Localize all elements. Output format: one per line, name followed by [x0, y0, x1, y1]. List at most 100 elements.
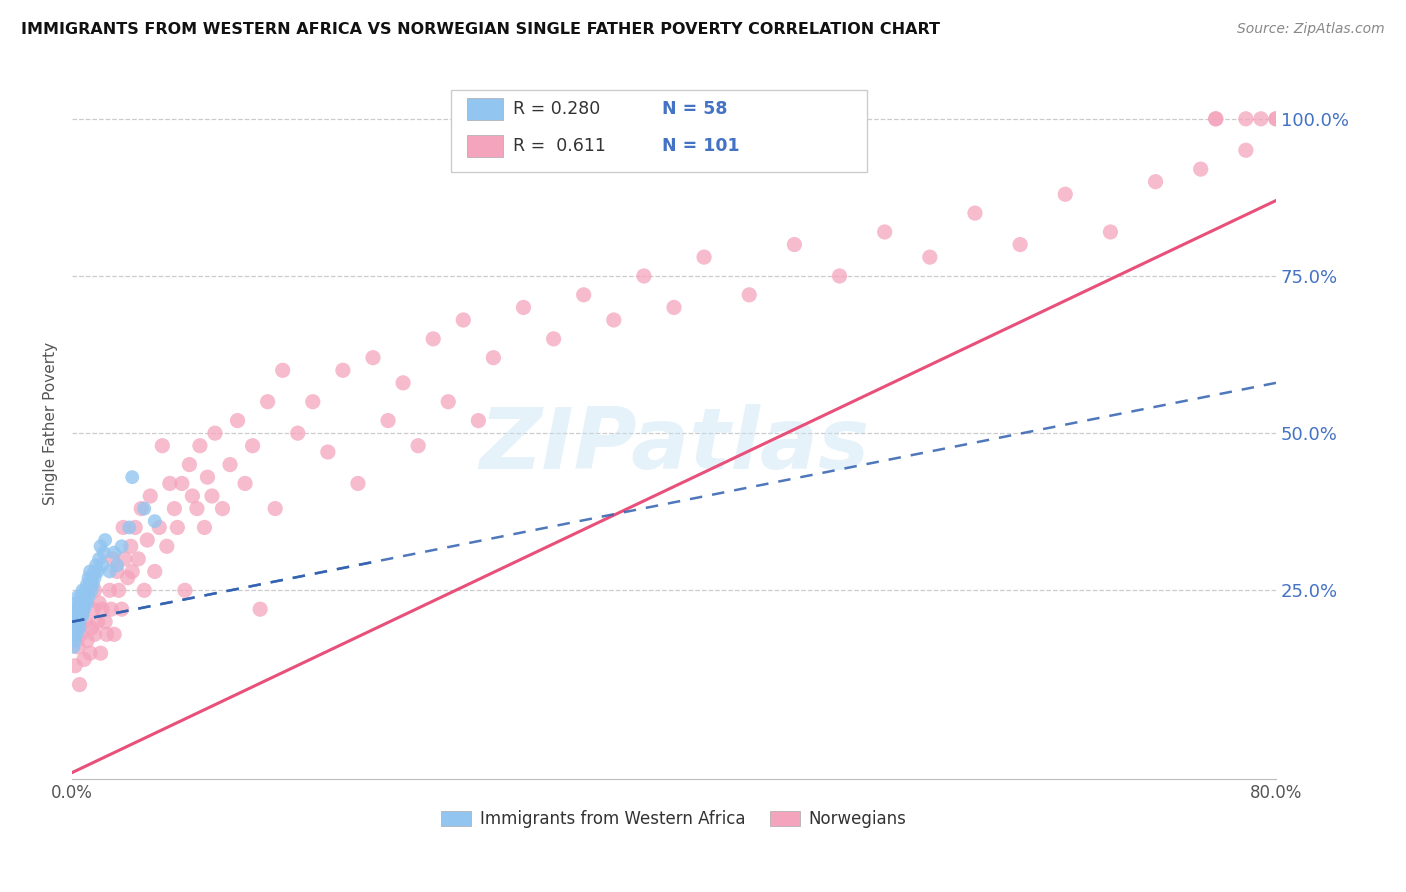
- Point: [87, 596, 110, 610]
- Point: [129, 501, 152, 516]
- FancyBboxPatch shape: [467, 136, 503, 157]
- Point: [76, 577, 98, 591]
- Point: [1010, 237, 1032, 252]
- Point: [69, 602, 91, 616]
- Point: [963, 206, 986, 220]
- Point: [136, 533, 159, 547]
- Point: [66, 615, 89, 629]
- Point: [572, 288, 595, 302]
- Point: [69, 678, 91, 692]
- Point: [143, 514, 166, 528]
- Legend: Immigrants from Western Africa, Norwegians: Immigrants from Western Africa, Norwegia…: [434, 803, 912, 835]
- Point: [93, 546, 115, 560]
- Point: [188, 439, 211, 453]
- Point: [77, 590, 100, 604]
- Point: [100, 602, 122, 616]
- Point: [201, 489, 224, 503]
- Point: [738, 288, 761, 302]
- Point: [783, 237, 806, 252]
- Point: [1250, 112, 1272, 126]
- Point: [91, 558, 114, 573]
- Point: [150, 439, 173, 453]
- FancyBboxPatch shape: [451, 90, 866, 171]
- Point: [159, 476, 181, 491]
- Point: [80, 621, 103, 635]
- Point: [79, 577, 101, 591]
- Point: [70, 590, 93, 604]
- Point: [603, 313, 626, 327]
- Point: [76, 596, 98, 610]
- Point: [347, 476, 370, 491]
- Point: [173, 583, 195, 598]
- Point: [197, 470, 219, 484]
- Point: [73, 602, 96, 616]
- Point: [264, 501, 287, 516]
- Point: [80, 571, 103, 585]
- Text: R =  0.611: R = 0.611: [513, 137, 606, 155]
- Point: [65, 621, 87, 635]
- Point: [94, 615, 117, 629]
- Point: [633, 268, 655, 283]
- Point: [1054, 187, 1077, 202]
- Point: [62, 615, 84, 629]
- Text: ZIPatlas: ZIPatlas: [479, 403, 869, 486]
- Point: [377, 413, 399, 427]
- Point: [79, 646, 101, 660]
- Point: [65, 615, 87, 629]
- Point: [1099, 225, 1122, 239]
- Text: R = 0.280: R = 0.280: [513, 100, 600, 118]
- Point: [233, 476, 256, 491]
- Point: [83, 565, 105, 579]
- Point: [75, 615, 97, 629]
- Point: [156, 539, 179, 553]
- Point: [482, 351, 505, 365]
- Point: [193, 520, 215, 534]
- Point: [1205, 112, 1227, 126]
- Point: [76, 583, 98, 598]
- Point: [69, 596, 91, 610]
- Point: [98, 565, 121, 579]
- Point: [1265, 112, 1288, 126]
- Point: [63, 658, 86, 673]
- Point: [101, 552, 124, 566]
- Point: [83, 571, 105, 585]
- Point: [301, 394, 323, 409]
- Point: [96, 627, 118, 641]
- Point: [437, 394, 460, 409]
- Point: [73, 590, 96, 604]
- Point: [127, 552, 149, 566]
- Point: [80, 583, 103, 598]
- Point: [693, 250, 716, 264]
- Point: [63, 633, 86, 648]
- Point: [72, 602, 94, 616]
- Point: [66, 640, 89, 654]
- Point: [1265, 112, 1288, 126]
- Text: N = 101: N = 101: [662, 137, 740, 155]
- Point: [111, 539, 134, 553]
- Point: [90, 539, 112, 553]
- Point: [117, 571, 139, 585]
- Text: Source: ZipAtlas.com: Source: ZipAtlas.com: [1237, 22, 1385, 37]
- Point: [69, 615, 91, 629]
- Point: [94, 533, 117, 547]
- Point: [70, 627, 93, 641]
- Point: [139, 489, 162, 503]
- Point: [72, 583, 94, 598]
- Point: [134, 501, 156, 516]
- Point: [114, 552, 136, 566]
- Point: [65, 627, 87, 641]
- Point: [271, 363, 294, 377]
- Point: [73, 652, 96, 666]
- Point: [121, 565, 143, 579]
- Point: [75, 583, 97, 598]
- Point: [148, 520, 170, 534]
- Point: [1144, 175, 1167, 189]
- Point: [422, 332, 444, 346]
- Point: [143, 565, 166, 579]
- Point: [111, 602, 134, 616]
- Point: [77, 571, 100, 585]
- Point: [332, 363, 354, 377]
- Point: [256, 394, 278, 409]
- Point: [543, 332, 565, 346]
- Point: [166, 520, 188, 534]
